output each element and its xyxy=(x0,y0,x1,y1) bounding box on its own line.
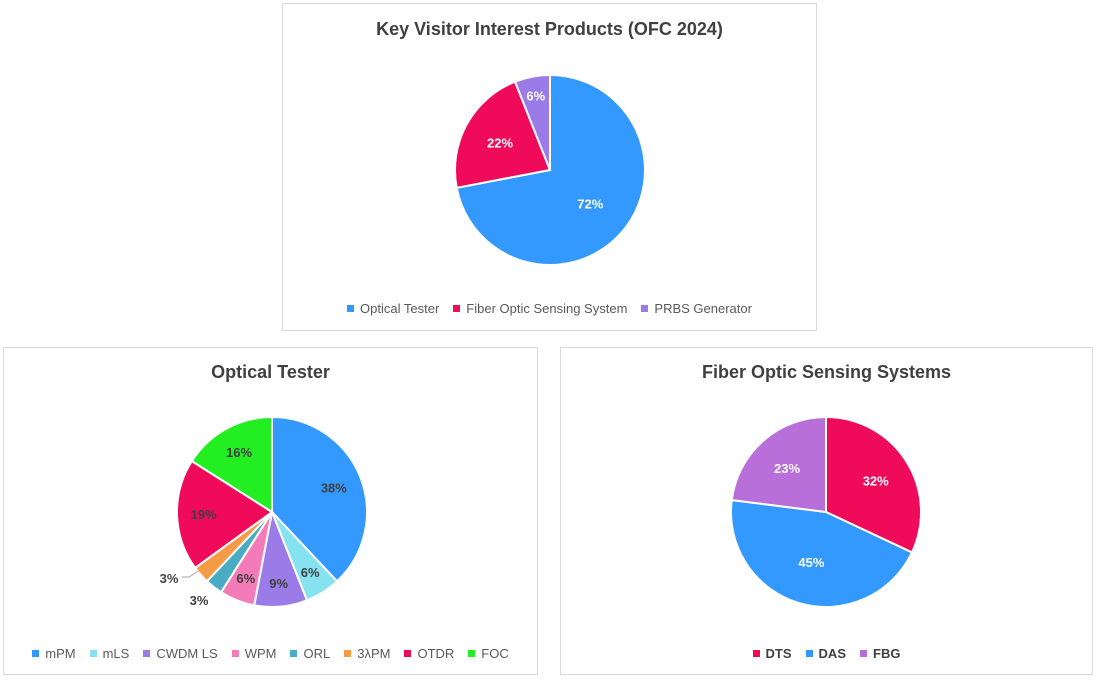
pie-chart: 72% 22% 6% xyxy=(454,73,646,266)
legend-item: FOC xyxy=(468,646,509,661)
data-label: 3% xyxy=(160,571,179,586)
legend-swatch xyxy=(344,650,352,657)
legend-swatch xyxy=(290,650,298,657)
legend-label: ORL xyxy=(303,646,331,661)
legend-item: mLS xyxy=(89,646,130,661)
legend-label: DTS xyxy=(765,646,792,661)
legend-item: CWDM LS xyxy=(143,646,218,661)
data-label: 32% xyxy=(863,473,889,488)
legend-label: PRBS Generator xyxy=(654,301,752,316)
chart-panel-fiber-optic-sensing: Fiber Optic Sensing Systems 32% 45% 23% DT… xyxy=(560,347,1093,675)
pie-slice-otdr xyxy=(176,459,274,570)
chart-legend: mPM mLS CWDM LS WPM ORL 3λPM OTDR FOC xyxy=(4,646,537,661)
legend-swatch xyxy=(805,650,813,657)
data-label: 72% xyxy=(577,196,603,211)
pie-slice-fiber-optic-sensing-system xyxy=(454,80,552,189)
data-label: 45% xyxy=(798,555,824,570)
legend-item: OTDR xyxy=(404,646,454,661)
chart-title: Key Visitor Interest Products (OFC 2024) xyxy=(376,19,723,39)
legend-swatch xyxy=(32,650,40,657)
legend-swatch xyxy=(752,650,760,657)
legend-swatch xyxy=(404,650,412,657)
legend-item: Optical Tester xyxy=(347,301,439,316)
legend-swatch xyxy=(641,305,649,312)
data-label: 9% xyxy=(269,576,288,591)
data-label: 23% xyxy=(774,461,800,476)
legend-item: PRBS Generator xyxy=(641,301,752,316)
legend-item: 3λPM xyxy=(344,646,390,661)
data-label: 19% xyxy=(191,507,217,522)
pie-slice-fbg xyxy=(730,415,827,514)
legend-item: Fiber Optic Sensing System xyxy=(453,301,627,316)
chart-title: Fiber Optic Sensing Systems xyxy=(701,362,952,382)
legend-swatch xyxy=(453,305,461,312)
chart-legend: DTS DAS FBG xyxy=(561,646,1092,661)
chart-panel-top: Key Visitor Interest Products (OFC 2024)… xyxy=(282,3,817,331)
legend-item: DAS xyxy=(805,646,846,661)
chart-title: Optical Tester xyxy=(211,362,330,382)
legend-item: mPM xyxy=(32,646,76,661)
legend-swatch xyxy=(231,650,239,657)
legend-label: mPM xyxy=(45,646,76,661)
legend-label: DAS xyxy=(818,646,846,661)
data-label: 22% xyxy=(487,136,513,151)
legend-label: FBG xyxy=(873,646,901,661)
chart-legend: Optical Tester Fiber Optic Sensing System… xyxy=(283,301,816,316)
legend-label: 3λPM xyxy=(357,646,391,661)
leader-line xyxy=(182,569,201,578)
data-label: 38% xyxy=(321,481,347,496)
legend-label: Fiber Optic Sensing System xyxy=(466,301,628,316)
pie-slice-dts xyxy=(825,415,922,554)
legend-swatch xyxy=(468,650,476,657)
legend-item: WPM xyxy=(231,646,277,661)
data-label: 6% xyxy=(526,88,545,103)
data-label: 6% xyxy=(301,565,320,580)
legend-swatch xyxy=(143,650,151,657)
legend-swatch xyxy=(860,650,867,657)
legend-item: DTS xyxy=(752,646,792,661)
pie-slice-prbs-generator xyxy=(513,73,551,171)
legend-label: WPM xyxy=(244,646,277,661)
legend-item: ORL xyxy=(290,646,330,661)
pie-slice-mpm xyxy=(271,415,368,583)
legend-label: Optical Tester xyxy=(360,301,440,316)
data-label: 6% xyxy=(236,571,255,586)
data-label: 3% xyxy=(190,593,209,608)
legend-label: CWDM LS xyxy=(156,646,218,661)
legend-label: mLS xyxy=(102,646,130,661)
legend-swatch xyxy=(347,305,355,312)
pie-slice-das xyxy=(730,498,914,608)
legend-swatch xyxy=(89,650,97,657)
data-label: 16% xyxy=(226,445,252,460)
pie-chart: 32% 45% 23% xyxy=(730,415,922,608)
legend-label: OTDR xyxy=(417,646,455,661)
pie-chart: 38% 6% 9% 6% 3% 3% 19% 16% xyxy=(160,415,368,608)
pie-slice-foc xyxy=(190,415,273,514)
legend-label: FOC xyxy=(481,646,509,661)
legend-item: FBG xyxy=(860,646,900,661)
chart-panel-optical-tester: Optical Tester 38% 6% 9% 6% 3% 3% 19% 16% mPM mL… xyxy=(3,347,538,675)
